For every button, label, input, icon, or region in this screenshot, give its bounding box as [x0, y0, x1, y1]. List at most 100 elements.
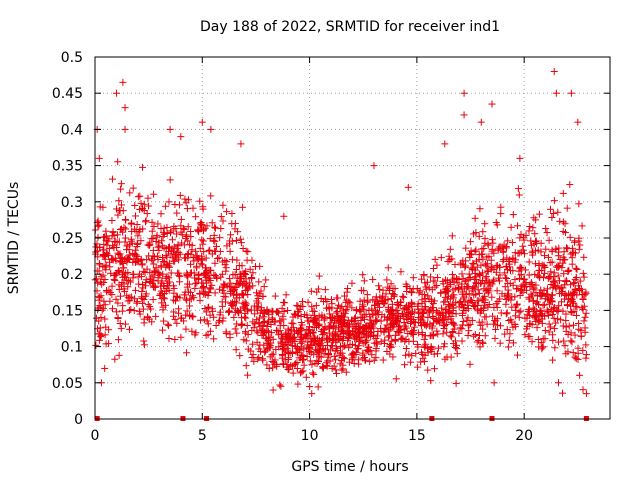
data-point: [470, 291, 478, 299]
data-point: [540, 301, 548, 309]
data-point: [535, 266, 543, 274]
data-point: [158, 254, 166, 262]
data-point: [580, 253, 588, 261]
data-point: [346, 330, 354, 338]
data-point: [317, 327, 325, 335]
data-point: [109, 228, 117, 236]
data-point: [106, 297, 114, 305]
data-point: [475, 332, 483, 340]
data-point: [443, 328, 451, 336]
data-point: [176, 294, 184, 302]
data-point: [102, 261, 110, 269]
data-point: [373, 340, 381, 348]
data-point: [104, 237, 112, 245]
data-point: [107, 269, 115, 277]
data-point: [394, 312, 402, 320]
data-point: [101, 263, 109, 271]
data-point: [333, 331, 341, 339]
data-point: [435, 311, 443, 319]
data-point: [188, 292, 196, 300]
data-point: [136, 192, 144, 200]
data-point: [488, 236, 496, 244]
data-point: [243, 305, 251, 313]
data-point: [112, 89, 120, 97]
data-point: [505, 316, 513, 324]
data-point: [476, 205, 484, 213]
data-point: [547, 273, 555, 281]
data-point: [556, 217, 564, 225]
data-point: [284, 306, 292, 314]
data-point: [387, 307, 395, 315]
data-point: [561, 220, 569, 228]
data-point: [233, 291, 241, 299]
data-point: [178, 314, 186, 322]
data-point: [502, 296, 510, 304]
data-point: [529, 312, 537, 320]
data-point: [459, 317, 467, 325]
data-point: [233, 237, 241, 245]
data-point: [110, 232, 118, 240]
data-point: [342, 305, 350, 313]
data-point: [308, 390, 316, 398]
data-point: [488, 245, 496, 253]
data-point: [582, 290, 590, 298]
data-point: [433, 281, 441, 289]
data-point: [176, 201, 184, 209]
data-point: [511, 256, 519, 264]
data-point: [248, 354, 256, 362]
data-point: [439, 277, 447, 285]
data-point: [503, 244, 511, 252]
data-point: [340, 334, 348, 342]
data-point: [182, 325, 190, 333]
data-point: [345, 298, 353, 306]
data-point: [206, 246, 214, 254]
data-point: [377, 317, 385, 325]
data-point: [541, 327, 549, 335]
data-point: [120, 264, 128, 272]
data-point: [489, 239, 497, 247]
data-point: [114, 336, 122, 344]
data-point: [213, 255, 221, 263]
data-point: [102, 227, 110, 235]
data-point: [377, 325, 385, 333]
data-point: [540, 286, 548, 294]
data-point: [579, 295, 587, 303]
data-point: [312, 315, 320, 323]
data-point: [263, 361, 271, 369]
data-point: [475, 297, 483, 305]
data-point: [330, 352, 338, 360]
data-point: [574, 118, 582, 126]
data-point: [328, 314, 336, 322]
data-point: [318, 363, 326, 371]
data-point: [131, 202, 139, 210]
data-point: [451, 285, 459, 293]
data-point: [148, 257, 156, 265]
data-point: [152, 312, 160, 320]
data-point: [125, 246, 133, 254]
data-point: [268, 329, 276, 337]
data-point: [477, 261, 485, 269]
data-point: [429, 313, 437, 321]
data-point: [105, 245, 113, 253]
data-point: [495, 243, 503, 251]
data-point: [92, 275, 100, 283]
data-point: [140, 319, 148, 327]
data-point: [503, 254, 511, 262]
data-point: [472, 246, 480, 254]
data-point: [363, 347, 371, 355]
data-point: [496, 277, 504, 285]
data-point: [115, 238, 123, 246]
data-point: [541, 312, 549, 320]
data-point: [96, 303, 104, 311]
data-point: [183, 269, 191, 277]
data-point: [569, 349, 577, 357]
data-point: [140, 296, 148, 304]
data-point: [466, 238, 474, 246]
data-point: [473, 263, 481, 271]
data-point: [125, 306, 133, 314]
data-point: [326, 329, 334, 337]
data-point: [117, 292, 125, 300]
data-point: [447, 353, 455, 361]
data-point: [567, 329, 575, 337]
data-point: [570, 321, 578, 329]
